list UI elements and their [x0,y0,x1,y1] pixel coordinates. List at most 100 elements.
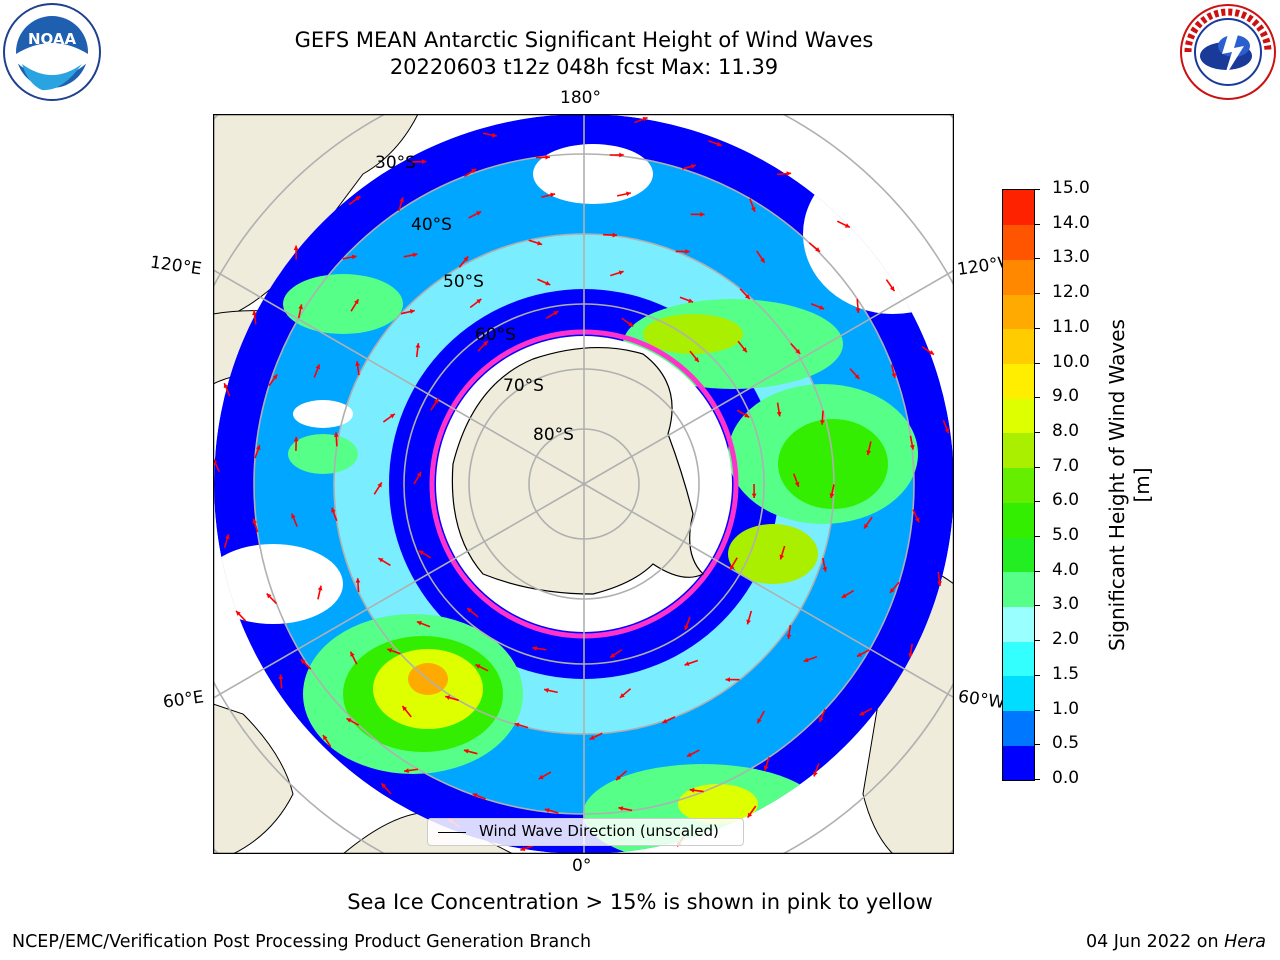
wave-direction-arrow [482,132,497,138]
wave-direction-arrow [859,707,873,716]
wave-direction-arrow [401,705,412,718]
wave-direction-arrow [885,279,896,292]
colorbar-title: Significant Height of Wind Waves [m] [1105,319,1154,651]
wave-direction-arrow [293,245,299,260]
wave-direction-arrow [803,656,818,663]
wave-direction-arrow [544,808,559,814]
wave-direction-arrow [634,116,648,124]
wave-direction-arrow [603,232,618,238]
map-legend: Wind Wave Direction (unscaled) [427,818,744,846]
wave-direction-arrow [684,659,699,666]
wave-direction-arrow [856,649,870,658]
wave-direction-arrow [382,413,396,423]
colorbar-segment [1003,294,1034,330]
wave-direction-arrow [792,473,800,488]
wave-direction-arrow [616,191,632,197]
wave-direction-arrow [779,545,786,560]
wave-direction-arrow [475,663,489,672]
wave-direction-arrow [756,710,765,724]
wave-direction-arrow [266,592,278,605]
wave-direction-arrow [278,674,284,689]
wave-direction-arrow [355,361,360,376]
colorbar-segment [1003,606,1034,642]
wave-direction-arrow [466,607,479,618]
legend-label: Wind Wave Direction (unscaled) [479,822,719,840]
colorbar-tick-mark [1034,258,1040,260]
colorbar-segment [1003,537,1034,573]
wave-direction-arrow [942,419,950,434]
wave-direction-arrow [708,140,722,147]
wave-direction-arrow [346,717,360,726]
lon-label-0: 0° [572,856,592,876]
land-antarctica [451,346,705,595]
wave-direction-arrow [514,722,529,729]
wave-direction-arrow [725,677,740,683]
colorbar-segment [1003,502,1034,538]
wave-direction-arrow [908,643,914,658]
lat-label-40s: 40°S [411,215,452,235]
wave-direction-arrow [682,164,696,170]
wave-direction-arrow [610,270,624,277]
wave-direction-arrow [736,409,750,418]
colorbar-tick-mark [1034,189,1040,190]
colorbar-tick-label: 15.0 [1052,178,1090,198]
wave-direction-arrow [404,768,419,773]
wave-direction-arrow [777,171,792,176]
wave-direction-arrow [373,482,383,495]
wave-direction-arrow [690,211,705,217]
colorbar-tick-mark [1034,709,1040,711]
wave-direction-arrow [349,651,358,665]
wave-direction-arrow [416,620,431,628]
footer-date-text: 04 Jun 2022 on [1085,932,1225,952]
map-panel: 30°S 40°S 50°S 60°S 70°S 80°S [0,0,1226,960]
lat-label-50s: 50°S [443,272,484,292]
colorbar [1002,189,1035,781]
noaa-logo: NOAA [2,2,102,102]
wave-direction-arrow [756,250,766,264]
wave-direction-arrow [463,168,477,178]
wave-direction-arrow [819,410,825,425]
colorbar-tick-label: 9.0 [1052,386,1080,407]
wave-direction-arrow [937,571,942,586]
wave-direction-arrow [535,154,550,160]
wave-direction-arrow [268,373,278,387]
wave-direction-arrow [528,239,543,246]
lon-label-120e: 120°E [148,252,203,280]
colorbar-tick-label: 13.0 [1052,247,1090,268]
wave-direction-arrow [746,610,753,625]
wave-direction-arrow [863,516,873,530]
wave-direction-arrow [739,288,751,300]
colorbar-segment [1003,328,1034,365]
wave-direction-arrow [223,534,230,548]
colorbar-tick-label: 11.0 [1052,316,1090,337]
sea-ice-caption: Sea Ice Concentration > 15% is shown in … [347,890,933,914]
wave-direction-arrow [737,340,748,353]
colorbar-tick-label: 10.0 [1052,351,1090,372]
colorbar-segment [1003,259,1034,295]
lat-label-60s: 60°S [475,325,516,345]
wave-direction-arrow [541,192,556,198]
wave-direction-arrow [477,340,489,352]
wave-direction-arrow [355,578,361,593]
wave-direction-arrow [418,549,432,559]
wave-direction-arrow [686,749,700,758]
wave-direction-arrow [776,402,782,417]
wave-direction-arrow [545,310,559,319]
svg-text:NOAA: NOAA [28,30,77,48]
wave-direction-arrow [813,763,820,777]
wave-direction-arrow [866,441,872,456]
wave-direction-arrow [252,518,259,533]
footer-date: 04 Jun 2022 on Hera [1086,932,1266,952]
wave-direction-arrow [350,298,360,312]
colorbar-tick-mark [1034,223,1040,225]
wave-direction-arrow [751,483,757,499]
wave-direction-arrow [252,310,257,325]
colorbar-tick-label: 3.0 [1052,594,1080,615]
map-svg: 30°S 40°S 50°S 60°S 70°S 80°S [0,0,1226,960]
wave-direction-arrow [912,509,920,523]
wave-direction-arrow [621,317,634,328]
colorbar-tick-mark [1034,570,1040,572]
colorbar-tick-mark [1034,431,1040,433]
colorbar-segment [1003,363,1034,399]
wave-direction-arrow [400,309,415,315]
